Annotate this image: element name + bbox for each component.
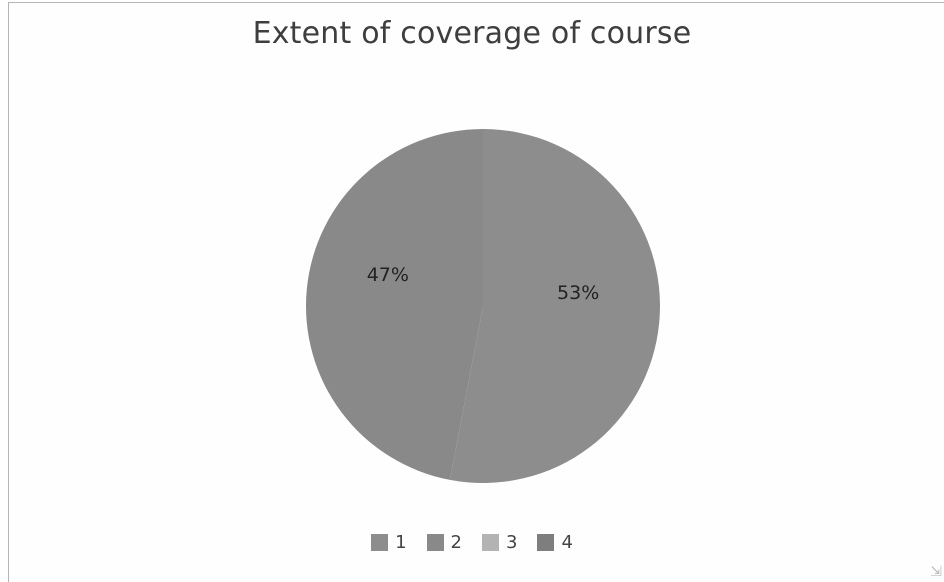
- pie-slice-2: [306, 129, 483, 480]
- legend-item-2: 2: [426, 532, 462, 553]
- legend-swatch-4: [537, 534, 555, 551]
- legend-item-4: 4: [537, 532, 573, 553]
- pie-slice-1: [449, 129, 660, 483]
- legend-label-4: 4: [561, 532, 573, 553]
- legend-swatch-3: [482, 534, 499, 551]
- legend-item-3: 3: [482, 532, 517, 553]
- legend-swatch-2: [426, 534, 444, 551]
- legend-label-2: 2: [450, 532, 462, 553]
- legend-label-1: 1: [395, 532, 407, 553]
- legend-label-3: 3: [506, 532, 518, 553]
- chart-title: Extent of coverage of course: [252, 16, 692, 51]
- legend-swatch-1: [371, 534, 389, 551]
- chart-legend: 1 2 3 4: [0, 532, 944, 553]
- data-label-2: 47%: [367, 264, 409, 286]
- data-label-1: 53%: [557, 282, 599, 304]
- resize-corner-icon: ⇲: [930, 563, 942, 579]
- legend-item-1: 1: [371, 532, 407, 553]
